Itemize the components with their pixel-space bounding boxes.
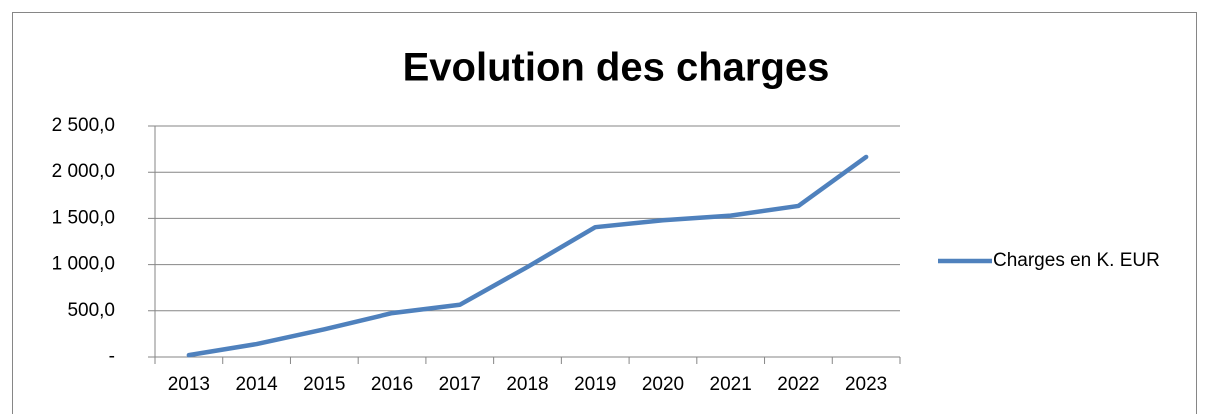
y-tick-label: 1 000,0 <box>52 254 115 275</box>
x-tick-label: 2022 <box>777 374 819 395</box>
x-tick-label: 2014 <box>235 374 278 395</box>
x-tick-label: 2017 <box>439 374 481 395</box>
x-tick-label: 2015 <box>303 374 345 395</box>
x-tick-label: 2023 <box>845 374 887 395</box>
chart-title: Evolution des charges <box>403 46 830 90</box>
x-tick-label: 2016 <box>371 374 413 395</box>
y-tick-label: 1 500,0 <box>52 207 115 228</box>
series-line <box>186 154 869 358</box>
x-tick-label: 2013 <box>168 374 210 395</box>
x-tick-label: 2019 <box>574 374 616 395</box>
x-tick-label: 2018 <box>506 374 548 395</box>
y-tick-label: 2 000,0 <box>52 161 115 182</box>
x-tick-label: 2020 <box>642 374 684 395</box>
x-tick-label: 2021 <box>710 374 752 395</box>
y-tick-label: - <box>109 346 115 367</box>
legend-label: Charges en K. EUR <box>993 250 1160 271</box>
y-tick-label: 500,0 <box>67 300 115 321</box>
y-tick-label: 2 500,0 <box>52 115 115 136</box>
chart-border <box>12 12 1197 414</box>
